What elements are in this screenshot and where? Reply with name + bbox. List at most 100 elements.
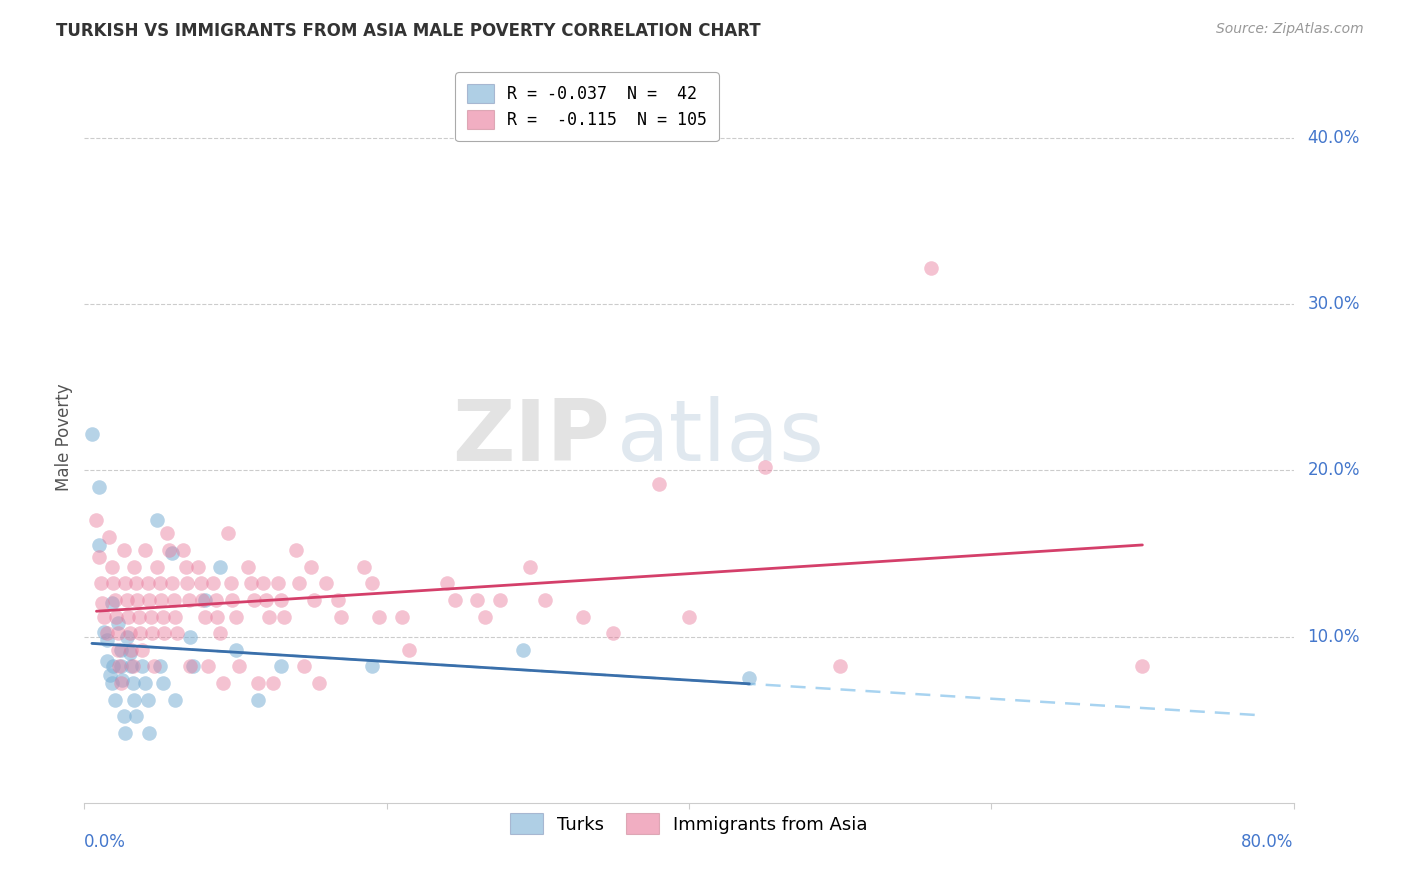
Point (194, 593, 217, 607)
Point (101, 659, 124, 673)
Point (115, 630, 138, 644)
Point (120, 659, 142, 673)
Point (285, 543, 308, 558)
Point (242, 593, 264, 607)
Point (489, 593, 512, 607)
Point (96, 626, 118, 640)
Point (225, 643, 247, 657)
Point (176, 576, 198, 591)
Point (738, 671, 761, 685)
Point (177, 593, 200, 607)
Point (353, 559, 375, 574)
Point (146, 513, 169, 527)
Point (165, 609, 187, 624)
Point (100, 559, 122, 574)
Point (107, 643, 129, 657)
Point (247, 692, 270, 706)
Point (121, 676, 143, 690)
Text: 20.0%: 20.0% (1308, 461, 1360, 479)
Text: 30.0%: 30.0% (1308, 295, 1360, 313)
Point (160, 576, 183, 591)
Point (1130, 659, 1153, 673)
Text: Source: ZipAtlas.com: Source: ZipAtlas.com (1216, 22, 1364, 37)
Point (110, 659, 132, 673)
Point (136, 692, 159, 706)
Text: TURKISH VS IMMIGRANTS FROM ASIA MALE POVERTY CORRELATION CHART: TURKISH VS IMMIGRANTS FROM ASIA MALE POV… (56, 22, 761, 40)
Point (602, 626, 624, 640)
Point (648, 476, 671, 491)
Point (257, 609, 280, 624)
Point (112, 709, 135, 723)
Point (254, 593, 277, 607)
Point (149, 659, 172, 673)
Point (96, 632, 118, 647)
Point (118, 646, 141, 660)
Point (142, 659, 165, 673)
Point (117, 609, 139, 624)
Point (138, 726, 160, 740)
Point (270, 659, 292, 673)
Point (104, 692, 127, 706)
Point (166, 626, 188, 640)
Point (174, 559, 197, 574)
Point (270, 593, 292, 607)
Point (212, 676, 235, 690)
Point (236, 559, 259, 574)
Point (160, 546, 183, 560)
Point (391, 609, 413, 624)
Point (299, 559, 322, 574)
Point (190, 576, 212, 591)
Point (122, 559, 145, 574)
Point (104, 593, 127, 607)
Point (110, 676, 132, 690)
Point (209, 559, 232, 574)
Point (221, 593, 243, 607)
Point (100, 596, 122, 610)
Point (157, 543, 180, 558)
Point (153, 626, 176, 640)
Point (136, 576, 159, 591)
Point (308, 676, 330, 690)
Point (90, 576, 112, 591)
Point (368, 609, 391, 624)
Point (247, 676, 270, 690)
Point (131, 659, 153, 673)
Point (194, 609, 217, 624)
Point (267, 576, 290, 591)
Legend: Turks, Immigrants from Asia: Turks, Immigrants from Asia (503, 806, 875, 841)
Point (101, 576, 124, 591)
Point (98, 667, 121, 681)
Text: 0.0%: 0.0% (84, 833, 127, 851)
Point (100, 676, 122, 690)
Point (86, 513, 108, 527)
Point (165, 692, 187, 706)
Text: 80.0%: 80.0% (1241, 833, 1294, 851)
Point (111, 673, 134, 687)
Point (114, 726, 136, 740)
Point (288, 576, 311, 591)
Point (89, 480, 111, 494)
Point (152, 609, 174, 624)
Point (97, 530, 120, 544)
Point (108, 659, 131, 673)
Point (134, 543, 156, 558)
Point (252, 576, 274, 591)
Point (139, 609, 162, 624)
Point (179, 659, 201, 673)
Point (120, 643, 142, 657)
Point (89, 549, 111, 564)
Point (572, 609, 595, 624)
Point (534, 593, 557, 607)
Point (678, 609, 700, 624)
Point (118, 626, 141, 640)
Point (398, 643, 420, 657)
Point (93, 624, 115, 639)
Point (134, 676, 156, 690)
Y-axis label: Male Poverty: Male Poverty (55, 384, 73, 491)
Point (80, 426, 103, 441)
Point (443, 593, 465, 607)
Point (191, 593, 214, 607)
Point (519, 559, 541, 574)
Point (262, 676, 284, 690)
Point (273, 609, 295, 624)
